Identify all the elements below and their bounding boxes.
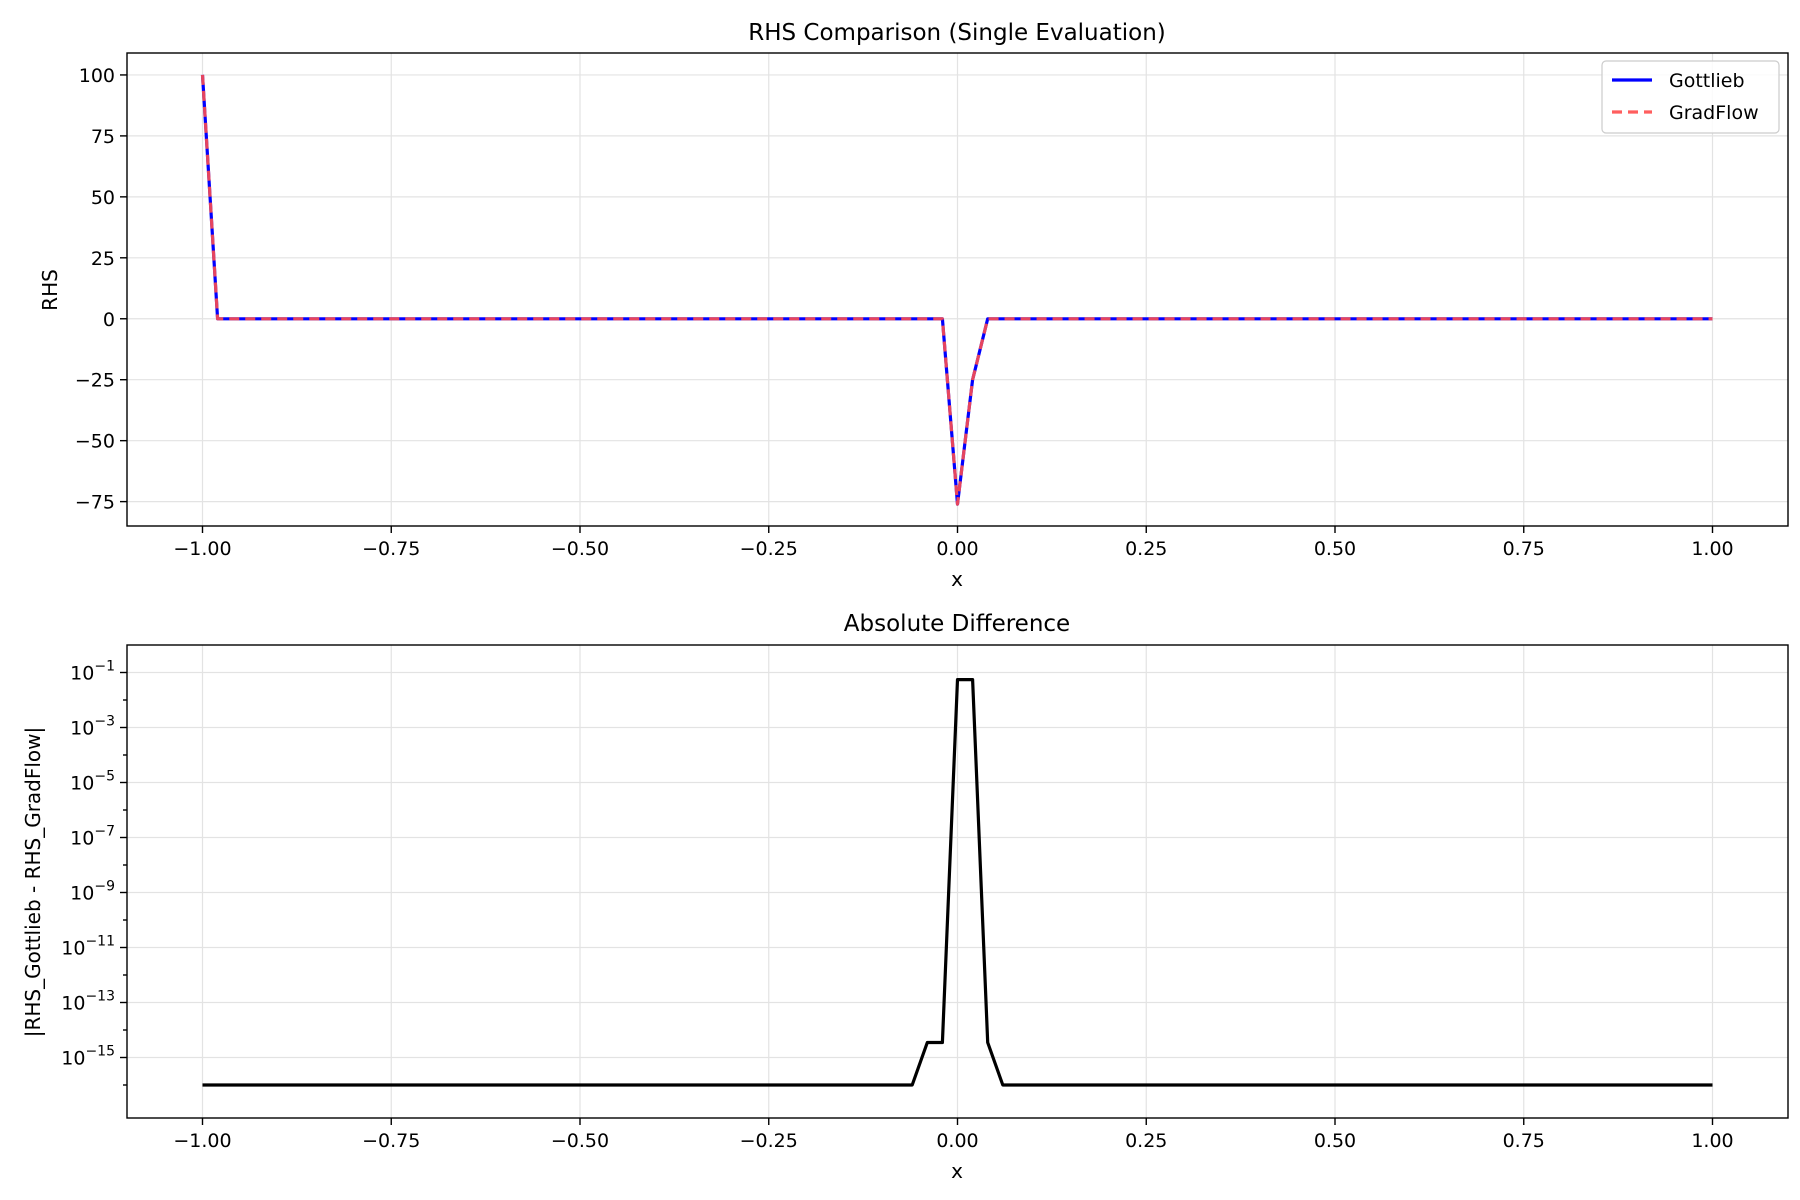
legend: Gottlieb GradFlow: [1601, 60, 1780, 134]
x-tick-label: 0.75: [1503, 1130, 1545, 1152]
series-line-gradflow: [200, 74, 1713, 506]
y-tick-label: 10−1: [70, 659, 115, 685]
chart-rhs-comparison: RHS Comparison (Single Evaluation) −1.00…: [38, 20, 1789, 591]
x-tick-label: 0.00: [936, 1130, 978, 1152]
y-tick-label: 75: [91, 126, 115, 148]
x-tick-label: −0.25: [740, 538, 798, 560]
y-tick-label: 0: [103, 309, 115, 331]
x-tick-label: 0.00: [936, 538, 978, 560]
y-tick-label: 25: [91, 248, 115, 270]
y-tick-label: −50: [75, 431, 115, 453]
x-tick-label: −0.75: [362, 1130, 420, 1152]
y-tick-label: 10−5: [70, 769, 115, 795]
x-tick-label: −0.50: [551, 1130, 609, 1152]
x-tick-label: 0.50: [1314, 538, 1356, 560]
x-tick-label: −0.25: [740, 1130, 798, 1152]
x-tick-label: 0.25: [1125, 538, 1167, 560]
y-tick-label: −25: [75, 370, 115, 392]
y-axis-label: |RHS_Gottlieb - RHS_GradFlow|: [21, 727, 45, 1038]
legend-label-gottlieb: Gottlieb: [1669, 70, 1745, 92]
x-tick-label: −0.50: [551, 538, 609, 560]
y-axis: 10−1 10−3 10−5 10−7 10−9 10−11 10−13 10−15: [61, 659, 127, 1086]
legend-label-gradflow: GradFlow: [1669, 102, 1759, 124]
x-axis-label: x: [951, 567, 963, 591]
y-tick-label: 10−15: [61, 1044, 115, 1070]
y-tick-label: 50: [91, 187, 115, 209]
y-tick-label: −75: [75, 492, 115, 514]
x-tick-label: 1.00: [1691, 538, 1733, 560]
y-tick-label: 10−7: [70, 824, 115, 850]
series-line: [202, 677, 1713, 1087]
y-axis: 100 75 50 25 0 −25 −50 −75: [75, 65, 127, 514]
chart-title: Absolute Difference: [844, 611, 1070, 637]
chart-title: RHS Comparison (Single Evaluation): [748, 20, 1166, 46]
y-tick-label: 10−9: [70, 879, 115, 905]
y-tick-label: 100: [79, 65, 115, 87]
chart-absolute-difference: Absolute Difference −1.00 −0.75 −0.50 −0.25…: [21, 611, 1789, 1183]
x-tick-label: 1.00: [1691, 1130, 1733, 1152]
x-tick-label: −1.00: [173, 538, 231, 560]
series-lines: [202, 677, 1713, 1087]
x-tick-label: −0.75: [362, 538, 420, 560]
x-tick-label: 0.50: [1314, 1130, 1356, 1152]
y-tick-label: 10−11: [61, 934, 115, 960]
series-lines: [200, 74, 1713, 506]
x-axis-label: x: [951, 1159, 963, 1183]
x-tick-label: −1.00: [173, 1130, 231, 1152]
x-axis: −1.00 −0.75 −0.50 −0.25 0.00 0.25 0.50 0.75 1.00: [173, 1118, 1734, 1152]
y-tick-label: 10−13: [61, 989, 115, 1015]
y-axis-label: RHS: [38, 269, 62, 311]
x-tick-label: 0.25: [1125, 1130, 1167, 1152]
x-tick-label: 0.75: [1503, 538, 1545, 560]
grid-lines: [127, 645, 1788, 1118]
x-axis: −1.00 −0.75 −0.50 −0.25 0.00 0.25 0.50 0.75 1.00: [173, 526, 1734, 560]
y-tick-label: 10−3: [70, 714, 115, 740]
